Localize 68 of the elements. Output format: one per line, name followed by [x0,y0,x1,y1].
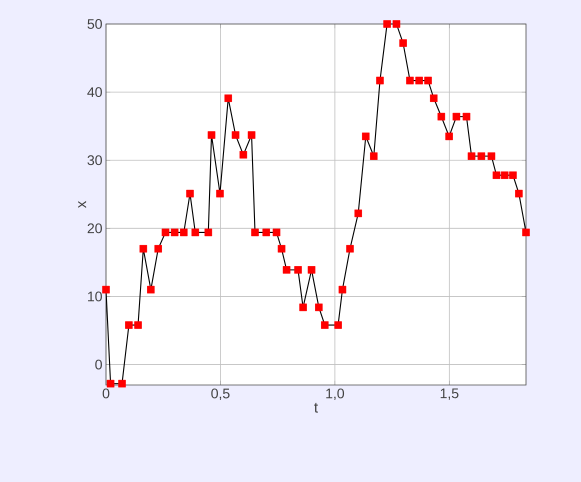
point [515,190,523,198]
point [140,244,148,253]
point [180,228,188,236]
y-tick-label: 50 [88,19,102,29]
y-tick-label: 40 [87,87,102,98]
point [118,380,126,388]
point [106,380,114,388]
point [354,210,362,218]
point [430,94,438,102]
point [154,244,162,253]
point [370,152,378,160]
point [462,112,470,120]
point [232,131,240,139]
point [282,266,290,274]
y-tick-label: 0 [95,360,102,370]
x-tick-label: 1,0 [326,388,344,400]
point [125,321,133,329]
y-axis-title: x [78,200,86,208]
point [204,228,212,236]
x-axis-title: t [314,402,318,413]
point [134,321,142,329]
point [278,244,286,253]
point [383,20,391,28]
point [362,132,370,140]
point [438,112,446,120]
point [346,244,354,253]
point [321,321,329,329]
y-tick-label: 30 [88,155,102,166]
point [299,304,307,312]
point [315,304,323,312]
point [308,266,316,274]
point [334,321,342,329]
point [272,228,280,236]
point [406,76,414,84]
point [294,266,302,274]
point [392,20,400,28]
point [452,112,460,120]
point [191,228,200,236]
point [338,286,346,294]
point [186,190,194,198]
point [216,190,224,198]
y-tick-label: 20 [88,223,102,234]
point [415,76,423,84]
point [424,76,432,84]
point [478,152,486,160]
point [147,286,155,294]
y-tick-label: 10 [88,292,102,302]
point [376,76,384,84]
point [500,171,509,179]
point [240,150,248,159]
point [102,286,110,294]
x-tick-label: 0 [102,388,110,398]
point [208,131,216,139]
x-tick-label: 0,5 [211,388,230,400]
point [170,228,178,236]
point [468,152,476,160]
point [399,39,407,47]
x-tick-label: 1,5 [440,388,458,400]
point [224,94,232,102]
point [522,228,530,236]
point [248,131,256,139]
point [262,228,270,236]
point [162,228,170,236]
point [492,171,500,179]
point [251,228,259,236]
point [488,152,496,160]
point [445,132,453,140]
point [509,171,517,179]
